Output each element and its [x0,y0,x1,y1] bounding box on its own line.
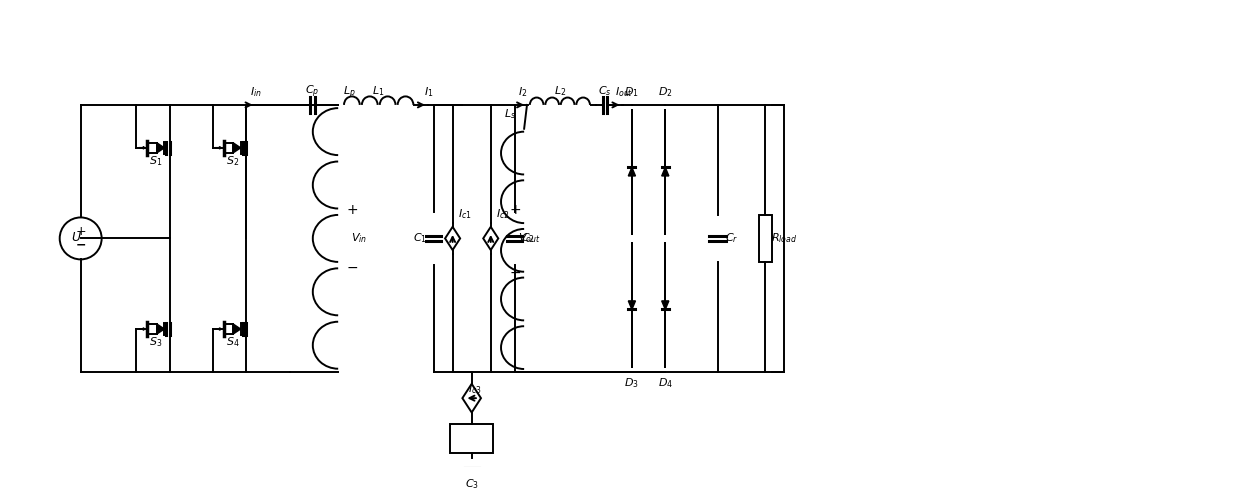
Text: −: − [76,239,85,252]
Text: $I_1$: $I_1$ [424,85,434,100]
Text: $C_s$: $C_s$ [598,84,612,99]
Text: $S_1$: $S_1$ [150,154,162,167]
Text: $C_3$: $C_3$ [465,478,478,488]
Text: $S_4$: $S_4$ [225,335,239,349]
Text: +: + [76,225,85,238]
Text: $S_2$: $S_2$ [225,154,239,167]
Polygon shape [628,167,636,176]
Text: $C_r$: $C_r$ [725,231,738,245]
Text: $U$: $U$ [72,231,82,244]
Text: $C_p$: $C_p$ [305,83,320,100]
Text: $I_{in}$: $I_{in}$ [249,85,261,100]
FancyArrow shape [139,146,145,149]
Text: $I_{c2}$: $I_{c2}$ [497,208,510,222]
Text: $V_{out}$: $V_{out}$ [518,231,540,245]
Text: $I_{c1}$: $I_{c1}$ [458,208,472,222]
Text: $I_{c3}$: $I_{c3}$ [467,382,482,396]
Polygon shape [662,301,669,309]
Text: $L_p$: $L_p$ [343,84,356,101]
Text: $D_1$: $D_1$ [624,85,639,100]
Text: $S_3$: $S_3$ [150,335,162,349]
Text: $-$: $-$ [347,260,358,274]
Text: $R_{load}$: $R_{load}$ [772,231,798,245]
Text: $V_{in}$: $V_{in}$ [351,231,367,245]
Text: $L_1$: $L_1$ [373,84,385,99]
Text: $+$: $+$ [347,203,358,217]
Text: $D_2$: $D_2$ [658,85,673,100]
Text: $L_2$: $L_2$ [554,84,566,99]
FancyArrow shape [216,146,222,149]
Polygon shape [233,324,240,334]
Text: $I_{out}$: $I_{out}$ [615,85,633,100]
Bar [450,425,493,453]
Text: $-$: $-$ [508,265,520,279]
Polygon shape [157,143,165,153]
FancyArrow shape [216,328,222,330]
Polygon shape [157,324,165,334]
Text: $C_1$: $C_1$ [413,231,427,245]
Text: $D_4$: $D_4$ [658,376,673,390]
Polygon shape [628,301,636,309]
Text: $+$: $+$ [508,203,520,217]
Polygon shape [662,167,669,176]
Bar [758,215,772,262]
Text: $I_2$: $I_2$ [518,85,527,100]
Text: $L_s$: $L_s$ [504,107,515,122]
FancyArrow shape [139,328,145,330]
Polygon shape [233,143,240,153]
Text: $C_2$: $C_2$ [520,231,535,245]
Text: $D_3$: $D_3$ [624,376,639,390]
Circle shape [59,218,102,260]
